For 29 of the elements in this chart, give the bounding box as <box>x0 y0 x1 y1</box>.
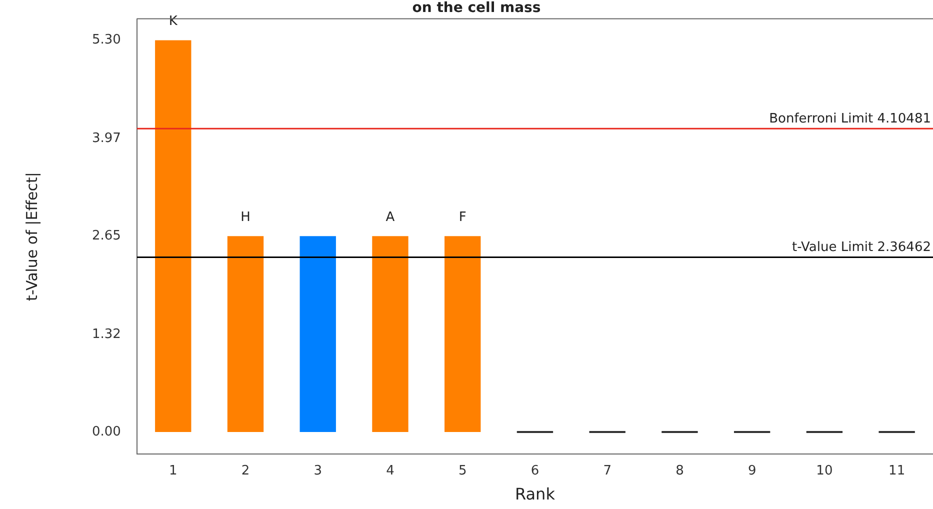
x-tick-label: 2 <box>241 463 250 478</box>
y-tick-label: 0.00 <box>92 424 121 440</box>
x-tick-label: 4 <box>386 463 394 478</box>
x-tick-label: 5 <box>458 463 467 478</box>
x-tick-label: 6 <box>530 463 540 478</box>
y-tick-label: 1.32 <box>92 326 121 342</box>
x-tick-label: 1 <box>168 463 178 478</box>
bar <box>444 236 481 432</box>
bar <box>300 236 336 432</box>
x-tick-label: 8 <box>676 463 684 478</box>
x-tick-label: 10 <box>816 463 833 478</box>
y-tick-label: 5.30 <box>92 32 121 48</box>
annotation: A <box>386 210 395 226</box>
x-axis-title: Rank <box>514 484 556 504</box>
bar <box>227 236 264 432</box>
ref-line-label: t-Value Limit 2.36462 <box>792 240 931 256</box>
annotation: H <box>240 210 250 226</box>
bar <box>372 236 408 432</box>
x-tick-label: 7 <box>603 463 612 478</box>
y-axis-title: t-Value of |Effect| <box>22 172 41 301</box>
x-tick-label: 11 <box>888 463 906 478</box>
y-tick-label: 3.97 <box>92 130 121 146</box>
chart-title: on the cell mass <box>412 0 541 16</box>
x-tick-label: 3 <box>314 463 322 478</box>
ref-line-label: Bonferroni Limit 4.10481 <box>769 111 931 126</box>
bar <box>155 40 192 432</box>
annotation: F <box>458 210 466 226</box>
y-tick-label: 2.65 <box>92 228 121 244</box>
x-tick-label: 9 <box>748 463 756 478</box>
